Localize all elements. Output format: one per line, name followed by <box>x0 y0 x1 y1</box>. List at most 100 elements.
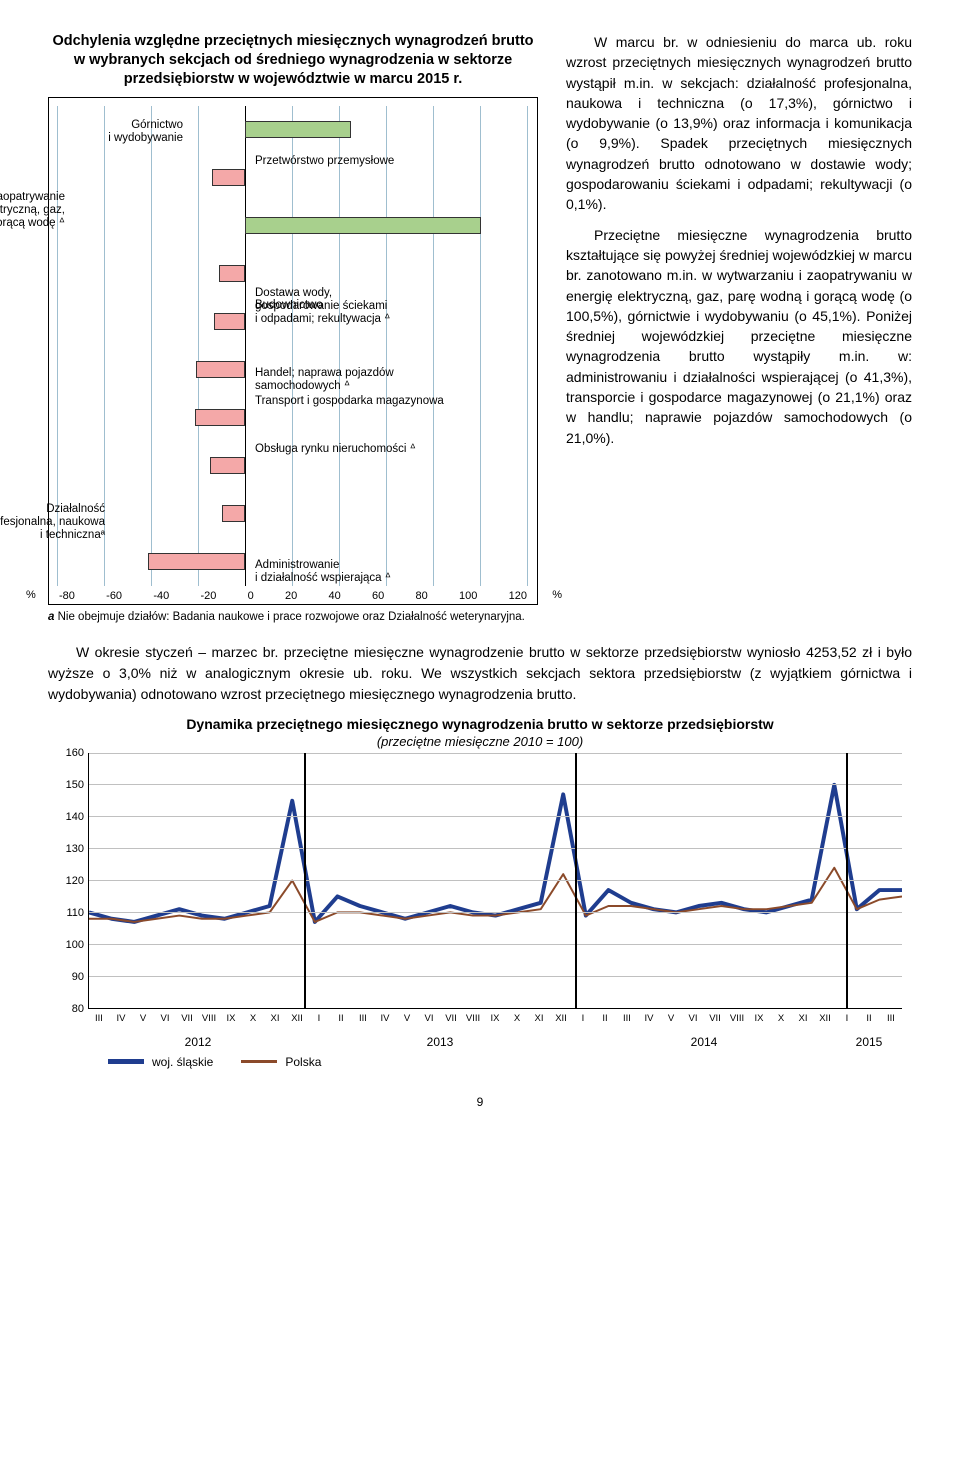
gridline <box>527 106 528 586</box>
year-label: 2014 <box>572 1035 836 1049</box>
bar-label: Obsługa rynku nieruchomości ᐞ <box>255 443 515 456</box>
y-tick: 140 <box>66 811 84 823</box>
x-tick: 0 <box>248 590 254 602</box>
x-tick: I <box>836 1013 858 1027</box>
gridline <box>198 106 199 586</box>
x-tick: V <box>660 1013 682 1027</box>
year-label: 2015 <box>836 1035 902 1049</box>
x-tick: VI <box>682 1013 704 1027</box>
bar <box>195 409 245 426</box>
line-series <box>89 784 902 921</box>
h-gridline <box>89 912 902 913</box>
x-tick: -60 <box>106 590 122 602</box>
x-tick: XI <box>528 1013 550 1027</box>
bar <box>212 169 245 186</box>
x-tick: VII <box>176 1013 198 1027</box>
gridline <box>480 106 481 586</box>
x-tick: V <box>132 1013 154 1027</box>
pct-left-label: % <box>26 589 36 601</box>
line-chart-subtitle: (przeciętne miesięczne 2010 = 100) <box>48 734 912 749</box>
bar-label: Transport i gospodarka magazynowa <box>255 395 515 408</box>
y-tick: 150 <box>66 779 84 791</box>
line-chart-title: Dynamika przeciętnego miesięcznego wynag… <box>48 715 912 733</box>
x-tick: I <box>572 1013 594 1027</box>
x-tick: 40 <box>329 590 341 602</box>
year-label: 2012 <box>88 1035 308 1049</box>
x-tick: III <box>88 1013 110 1027</box>
x-tick: X <box>506 1013 528 1027</box>
legend-item: Polska <box>241 1055 321 1069</box>
x-tick: III <box>880 1013 902 1027</box>
gridline <box>151 106 152 586</box>
gridline <box>386 106 387 586</box>
bar <box>196 361 245 378</box>
x-tick: 60 <box>372 590 384 602</box>
x-tick: VI <box>154 1013 176 1027</box>
bar-label: Górnictwoi wydobywanie <box>3 119 183 145</box>
line-chart-legend: woj. śląskie Polska <box>108 1055 912 1069</box>
legend-swatch <box>108 1059 144 1064</box>
x-tick: VI <box>418 1013 440 1027</box>
x-tick: -20 <box>200 590 216 602</box>
x-tick: I <box>308 1013 330 1027</box>
x-tick: XI <box>792 1013 814 1027</box>
bar-label: Wytwarzanie i zaopatrywaniew energię ele… <box>0 191 65 231</box>
x-tick: II <box>330 1013 352 1027</box>
legend-item: woj. śląskie <box>108 1055 213 1069</box>
bar-label: Przetwórstwo przemysłowe <box>255 155 515 168</box>
year-separator <box>575 753 577 1008</box>
h-gridline <box>89 753 902 754</box>
x-tick: XII <box>814 1013 836 1027</box>
y-tick: 100 <box>66 939 84 951</box>
paragraph-3: W okresie styczeń – marzec br. przeciętn… <box>48 642 912 705</box>
h-gridline <box>89 784 902 785</box>
x-tick: 120 <box>509 590 527 602</box>
bar <box>214 313 245 330</box>
x-tick: VIII <box>462 1013 484 1027</box>
x-tick: XII <box>550 1013 572 1027</box>
pct-right-label: % <box>552 589 562 601</box>
bar <box>222 505 246 522</box>
x-tick: VII <box>440 1013 462 1027</box>
x-tick: IV <box>638 1013 660 1027</box>
x-tick: VIII <box>726 1013 748 1027</box>
bar-chart-footnote: a Nie obejmuje działów: Badania naukowe … <box>48 611 538 625</box>
bar <box>210 457 245 474</box>
paragraph-2: Przeciętne miesięczne wynagrodzenia brut… <box>566 225 912 448</box>
x-tick: 20 <box>285 590 297 602</box>
h-gridline <box>89 816 902 817</box>
y-tick: 120 <box>66 875 84 887</box>
y-tick: 80 <box>72 1003 84 1015</box>
gridline <box>339 106 340 586</box>
x-tick: -80 <box>59 590 75 602</box>
year-separator <box>304 753 306 1008</box>
y-tick: 110 <box>66 907 84 919</box>
h-gridline <box>89 944 902 945</box>
x-tick: V <box>396 1013 418 1027</box>
x-tick: 100 <box>459 590 477 602</box>
x-tick: VIII <box>198 1013 220 1027</box>
paragraph-1: W marcu br. w odniesieniu do marca ub. r… <box>566 32 912 215</box>
zero-line <box>245 106 246 586</box>
bar <box>219 265 245 282</box>
page-number: 9 <box>48 1095 912 1109</box>
bar-label: Budownictwo <box>255 299 515 312</box>
x-tick: XII <box>286 1013 308 1027</box>
x-tick: X <box>242 1013 264 1027</box>
bar-chart: Górnictwoi wydobywaniePrzetwórstwo przem… <box>48 97 538 605</box>
y-tick: 90 <box>72 971 84 983</box>
x-tick: IV <box>374 1013 396 1027</box>
x-tick: II <box>594 1013 616 1027</box>
legend-label: Polska <box>285 1055 321 1069</box>
right-text-column: W marcu br. w odniesieniu do marca ub. r… <box>566 32 912 624</box>
x-tick: X <box>770 1013 792 1027</box>
gridline <box>292 106 293 586</box>
bar <box>148 553 245 570</box>
x-tick: IX <box>484 1013 506 1027</box>
x-tick: VII <box>704 1013 726 1027</box>
x-tick: XI <box>264 1013 286 1027</box>
x-tick: IX <box>748 1013 770 1027</box>
x-tick: III <box>616 1013 638 1027</box>
bar <box>245 121 351 138</box>
bar <box>245 217 481 234</box>
